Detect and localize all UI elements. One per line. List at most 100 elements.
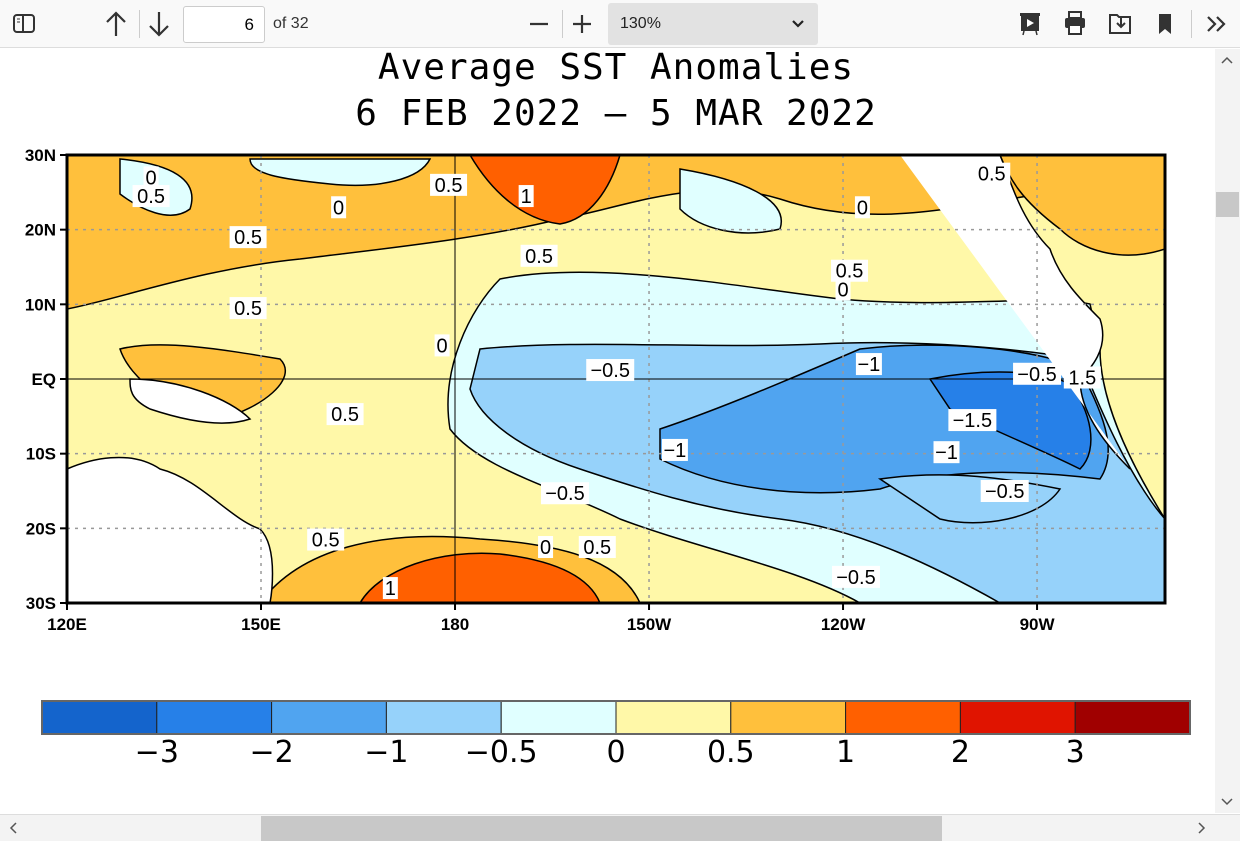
contour-label-bg [430, 173, 468, 196]
colorbar-swatch [959, 700, 1076, 735]
contour-label: 1.5 [1068, 368, 1096, 390]
colorbar-tick-label: −0.5 [464, 735, 538, 770]
lat-label: 10N [25, 295, 56, 314]
zoom-in-icon[interactable] [571, 0, 593, 65]
pdf-toolbar: 6 of 32 130% [0, 0, 1240, 48]
print-icon[interactable] [1063, 0, 1087, 65]
contour-label-bg [229, 226, 267, 249]
figure-title: Average SST Anomalies [377, 49, 855, 88]
sidebar-toggle-icon[interactable] [12, 0, 36, 65]
contour-label-bg [586, 359, 635, 382]
horizontal-scrollbar[interactable] [0, 814, 1240, 841]
colorbar-tick-label: 0.5 [706, 735, 755, 770]
colorbar-frame [41, 700, 1191, 735]
contour-label: 0 [146, 167, 157, 189]
contour-label-bg [331, 196, 347, 219]
contour-label: −0.5 [545, 483, 584, 505]
contour-label: −1 [663, 440, 686, 462]
contour-label: −1.5 [953, 410, 992, 432]
colorbar-tick-label: 1 [836, 735, 856, 770]
zoom-out-icon[interactable] [528, 0, 550, 65]
contour-label: 0 [540, 537, 551, 559]
chevron-down-icon [792, 3, 804, 62]
colorbar-tick-label: −3 [134, 735, 179, 770]
contour-label: 0 [333, 197, 344, 219]
colorbar-tick-label: 0 [606, 735, 626, 770]
contour-label: −0.5 [985, 481, 1024, 503]
colorbar-swatch [41, 700, 158, 735]
contour-label-bg [520, 244, 558, 267]
contour-label: 0.5 [978, 164, 1006, 186]
contour-label-bg [973, 162, 1011, 185]
contour-label-bg [326, 403, 364, 426]
more-tools-icon[interactable] [1205, 0, 1229, 65]
colorbar-swatch [845, 700, 961, 735]
contour-label: −0.5 [836, 567, 875, 589]
contour-label-bg [831, 259, 869, 282]
contour-label-bg [578, 536, 616, 559]
lat-label: EQ [31, 370, 56, 389]
lon-label: 150E [241, 615, 281, 634]
colorbar-swatch [156, 700, 273, 735]
contour-label-bg [434, 334, 450, 357]
colorbar-swatch [385, 700, 502, 735]
colorbar-swatch [615, 700, 732, 735]
contour-label-bg [980, 480, 1029, 503]
contour-label: 0.5 [836, 261, 864, 283]
contour-label: 0 [437, 335, 448, 357]
contour-label-bg [143, 166, 159, 189]
contour-label-bg [831, 565, 880, 588]
contour-region-1-2-north [469, 155, 621, 225]
contour-label: 0.5 [435, 175, 463, 197]
contour-label: 1 [521, 186, 532, 208]
colorbar-tick-label: 3 [1065, 735, 1085, 770]
contour-label: 1 [385, 578, 396, 600]
land-australia [67, 456, 274, 603]
contour-label-bg [229, 297, 267, 320]
contour-label: 0.5 [583, 537, 611, 559]
lon-label: 90W [1020, 615, 1056, 634]
colorbar-tick-label: 2 [950, 735, 970, 770]
contour-label: −0.5 [1017, 364, 1056, 386]
bookmark-icon[interactable] [1157, 0, 1173, 65]
save-icon[interactable] [1108, 0, 1132, 65]
contour-label-bg [518, 185, 534, 208]
lat-label: 30N [25, 146, 56, 165]
page-number-input[interactable]: 6 [183, 6, 265, 43]
lon-label: 180 [441, 615, 469, 634]
lat-label: 30S [26, 594, 56, 613]
contour-label: −1 [858, 354, 881, 376]
lat-label: 10S [26, 445, 56, 464]
pdf-page: Average SST Anomalies 6 FEB 2022 – 5 MAR… [0, 49, 1215, 813]
contour-label-bg [382, 577, 398, 600]
land-americas [900, 155, 1131, 470]
zoom-select[interactable]: 130% [608, 3, 818, 45]
contour-label-bg [540, 482, 589, 505]
lon-label: 120E [47, 615, 87, 634]
lat-label: 20N [25, 221, 56, 240]
land-new-guinea [129, 378, 252, 424]
arrow-up-icon[interactable] [104, 0, 128, 65]
contour-label-bg [855, 353, 882, 376]
contour-label: 0.5 [331, 404, 359, 426]
contour-label-bg [1063, 366, 1101, 389]
colorbar-tick-label: −2 [249, 735, 294, 770]
contour-region-below-neg1.5 [928, 371, 1092, 470]
contour-label: 0.5 [312, 530, 340, 552]
colorbar-swatch [500, 700, 617, 735]
contour-label: 0.5 [137, 186, 165, 208]
arrow-down-icon[interactable] [147, 0, 171, 65]
presentation-icon[interactable] [1018, 0, 1042, 65]
contour-label: 0 [857, 197, 868, 219]
colorbar-swatch [1074, 700, 1191, 735]
contour-label-bg [661, 438, 688, 461]
contour-label-bg [835, 278, 851, 301]
contour-label-bg [132, 185, 170, 208]
vertical-scrollbar[interactable] [1215, 49, 1240, 813]
colorbar-tick-label: −1 [364, 735, 409, 770]
colorbar-swatch [730, 700, 847, 735]
lon-label: 120W [821, 615, 866, 634]
colorbar [41, 700, 1191, 735]
figure-date-range: 6 FEB 2022 – 5 MAR 2022 [355, 93, 877, 134]
sst-anomaly-map: 00.500.510.50.500.500.500.5−0.5 −1 −0.5 1.5… [25, 146, 1191, 735]
